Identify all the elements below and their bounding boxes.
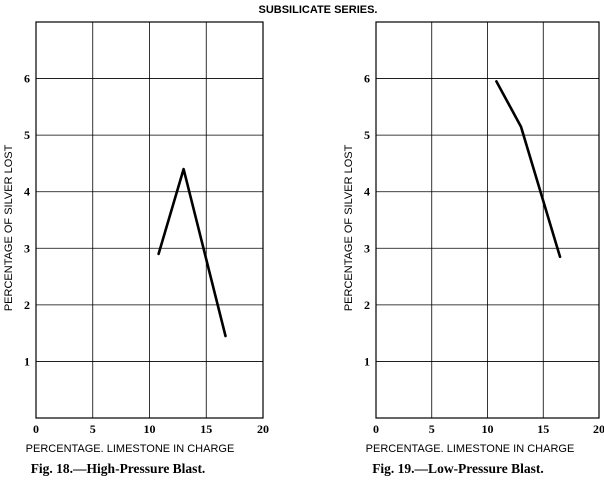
y-tick-label: 2 [24, 298, 30, 312]
x-axis-label: PERCENTAGE. LIMESTONE IN CHARGE [366, 443, 575, 455]
x-tick-label: 5 [90, 422, 96, 436]
y-tick-label: 1 [364, 354, 370, 368]
x-tick-label: 10 [144, 422, 156, 436]
y-tick-label: 6 [24, 72, 30, 86]
y-tick-label: 4 [24, 185, 30, 199]
figure-caption: Fig. 19.—Low-Pressure Blast. [372, 461, 544, 476]
x-tick-label: 0 [373, 422, 379, 436]
chart-high-pressure-blast: 0 5 10 15 20 1 2 3 4 5 6 PERCENTAGE. LIMESTONE IN C… [3, 21, 269, 476]
x-tick-label: 20 [257, 422, 269, 436]
y-tick-label: 3 [24, 241, 30, 255]
figure-caption: Fig. 18.—High-Pressure Blast. [31, 461, 206, 476]
series-line [495, 80, 562, 259]
series-line [157, 167, 227, 338]
y-axis-label: PERCENTAGE OF SILVER LOST [343, 144, 355, 311]
chart-low-pressure-blast: 0 5 10 15 20 1 2 3 4 5 6 PERCENTAGE. LIMESTONE IN C… [343, 21, 604, 476]
grid-lines [36, 22, 263, 418]
x-tick-label: 20 [593, 422, 604, 436]
x-tick-label: 10 [482, 422, 494, 436]
y-tick-label: 2 [364, 298, 370, 312]
x-axis-label: PERCENTAGE. LIMESTONE IN CHARGE [26, 443, 235, 455]
x-tick-label: 0 [33, 422, 39, 436]
x-tick-label: 5 [429, 422, 435, 436]
x-tick-label: 15 [537, 422, 549, 436]
plot-frame [35, 21, 264, 419]
y-tick-label: 4 [364, 185, 370, 199]
y-tick-label: 3 [364, 241, 370, 255]
grid-lines [376, 22, 599, 418]
y-tick-label: 5 [364, 128, 370, 142]
plot-frame [375, 21, 600, 419]
y-axis-label: PERCENTAGE OF SILVER LOST [3, 144, 15, 311]
y-tick-label: 1 [24, 354, 30, 368]
x-tick-label: 15 [200, 422, 212, 436]
y-tick-label: 6 [364, 72, 370, 86]
figure-title: SUBSILICATE SERIES. [259, 4, 378, 16]
y-tick-label: 5 [24, 128, 30, 142]
